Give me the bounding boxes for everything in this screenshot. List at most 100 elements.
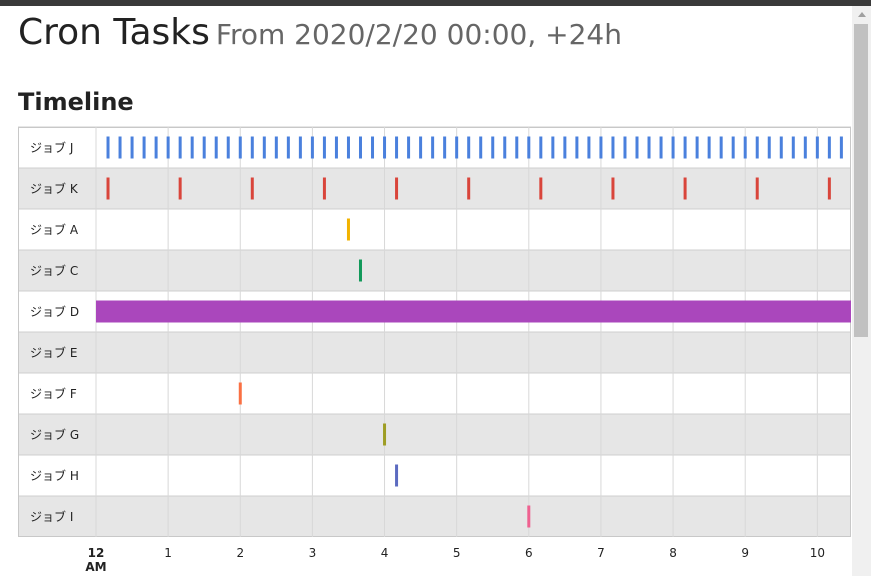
rows-background <box>18 126 851 537</box>
scroll-thumb[interactable] <box>854 24 868 337</box>
event-mark <box>527 505 531 528</box>
row-background <box>18 332 851 373</box>
event-mark <box>142 136 146 159</box>
event-mark <box>683 177 687 200</box>
event-mark <box>611 136 615 159</box>
event-mark <box>779 136 783 159</box>
event-mark <box>551 136 555 159</box>
event-mark <box>587 136 591 159</box>
row-label: ジョブ F <box>30 386 77 401</box>
event-mark <box>443 136 447 159</box>
scroll-arrow[interactable] <box>858 12 866 17</box>
event-mark <box>503 136 507 159</box>
event-mark <box>599 136 603 159</box>
row-label: ジョブ E <box>30 345 77 360</box>
window-bar <box>0 0 871 6</box>
event-mark <box>695 136 699 159</box>
event-mark <box>250 136 254 159</box>
marks <box>96 136 851 528</box>
event-mark <box>322 136 326 159</box>
event-mark <box>106 136 110 159</box>
row-label: ジョブ A <box>30 222 79 237</box>
event-mark <box>743 136 747 159</box>
event-mark <box>419 136 423 159</box>
event-mark <box>226 136 230 159</box>
event-mark <box>395 177 399 200</box>
row-label: ジョブ D <box>30 304 79 319</box>
scrollbar[interactable] <box>852 6 871 576</box>
event-mark <box>178 136 182 159</box>
event-mark <box>659 136 663 159</box>
event-mark <box>395 464 399 487</box>
event-mark <box>431 136 435 159</box>
event-mark <box>383 136 387 159</box>
event-mark <box>611 177 615 200</box>
event-mark <box>274 136 278 159</box>
event-mark <box>623 136 627 159</box>
row-background <box>18 209 851 250</box>
event-mark <box>671 136 675 159</box>
event-mark <box>238 382 242 405</box>
x-tick-label: 3 <box>308 546 317 560</box>
event-mark <box>455 136 459 159</box>
event-mark <box>322 177 326 200</box>
event-mark <box>467 136 471 159</box>
title-row: Cron Tasks From 2020/2/20 00:00, +24h <box>18 12 622 53</box>
row-label: ジョブ H <box>30 468 79 483</box>
event-mark <box>707 136 711 159</box>
row-background <box>18 250 851 291</box>
grid <box>95 127 818 537</box>
row-label: ジョブ J <box>30 140 73 155</box>
event-mark <box>334 136 338 159</box>
event-mark <box>539 136 543 159</box>
event-mark <box>190 136 194 159</box>
x-tick-label: 7 <box>597 546 605 560</box>
event-mark <box>250 177 254 200</box>
event-mark <box>755 177 759 200</box>
event-mark <box>491 136 495 159</box>
event-mark <box>166 136 170 159</box>
x-tick-label: 10 <box>809 546 825 560</box>
event-mark <box>539 177 543 200</box>
row-labels: ジョブ J ジョブ K ジョブ A ジョブ C ジョブ D ジョブ E ジョブ F ジョブ G… <box>30 140 79 524</box>
event-mark <box>755 136 759 159</box>
row-background <box>18 414 851 455</box>
event-mark <box>635 136 639 159</box>
event-mark <box>358 259 362 282</box>
event-mark <box>346 218 350 241</box>
event-mark <box>395 136 399 159</box>
event-mark <box>298 136 302 159</box>
event-mark <box>839 136 843 159</box>
row-background <box>18 373 851 414</box>
event-mark <box>827 177 831 200</box>
chart: ジョブ J ジョブ K ジョブ A ジョブ C ジョブ D ジョブ E ジョブ F ジョブ G… <box>18 126 851 537</box>
event-mark <box>527 136 531 159</box>
row-background <box>18 455 851 496</box>
event-mark <box>815 136 819 159</box>
event-mark <box>791 136 795 159</box>
event-mark <box>479 136 483 159</box>
event-mark <box>130 136 134 159</box>
row-background <box>18 496 851 537</box>
event-mark <box>383 423 387 446</box>
event-mark <box>106 177 110 200</box>
section-heading: Timeline <box>18 88 134 116</box>
event-mark <box>202 136 206 159</box>
event-mark <box>719 136 723 159</box>
chart-border <box>18 127 851 537</box>
event-mark <box>467 177 471 200</box>
range-bar <box>96 300 851 323</box>
x-tick-label: 8 <box>669 546 677 560</box>
event-mark <box>118 136 122 159</box>
event-mark <box>214 136 218 159</box>
event-mark <box>178 177 182 200</box>
x-tick-label: 9 <box>741 546 750 560</box>
event-mark <box>803 136 807 159</box>
x-tick-label: 4 <box>380 546 389 560</box>
event-mark <box>262 136 266 159</box>
event-mark <box>358 136 362 159</box>
event-mark <box>407 136 411 159</box>
event-mark <box>238 136 242 159</box>
event-mark <box>371 136 375 159</box>
